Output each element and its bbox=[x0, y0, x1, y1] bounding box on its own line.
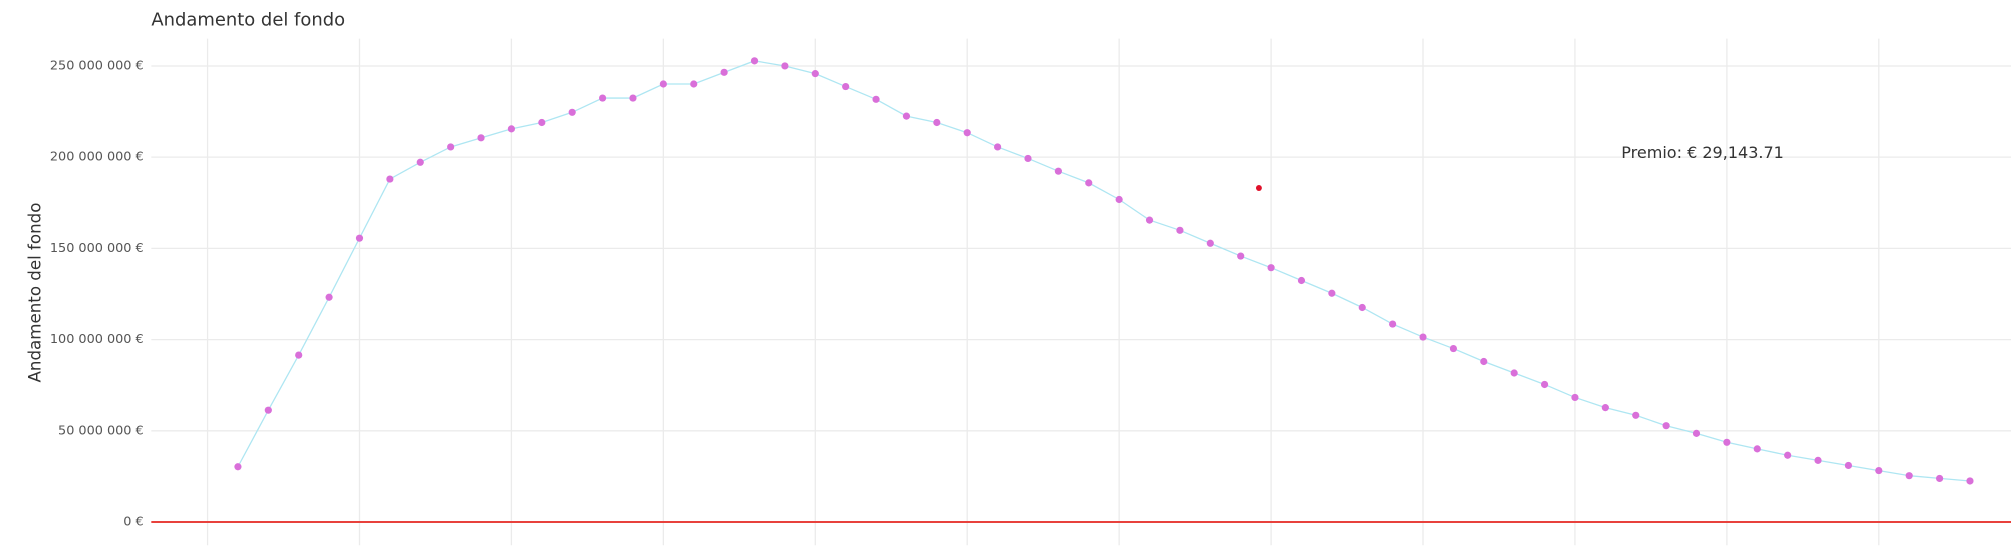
data-point bbox=[598, 94, 607, 102]
data-point bbox=[447, 143, 455, 151]
data-point bbox=[1449, 344, 1457, 353]
data-point bbox=[1115, 195, 1123, 204]
data-point bbox=[1601, 404, 1609, 412]
data-point bbox=[781, 62, 789, 70]
data-point bbox=[295, 351, 303, 359]
data-point bbox=[1905, 472, 1913, 480]
data-point bbox=[994, 143, 1002, 151]
data-point bbox=[1085, 179, 1093, 187]
highlight-point bbox=[1255, 185, 1262, 191]
y-tick-label: 100 000 000 € bbox=[50, 332, 144, 347]
data-point bbox=[568, 108, 576, 116]
y-axis-label: Andamento del fondo bbox=[25, 203, 44, 383]
y-tick-label: 0 € bbox=[123, 515, 143, 530]
data-point bbox=[1936, 474, 1944, 483]
data-point bbox=[1540, 380, 1549, 389]
chart-title: Andamento del fondo bbox=[151, 10, 345, 31]
data-point bbox=[1784, 451, 1792, 459]
data-point bbox=[1480, 357, 1488, 366]
data-point bbox=[1297, 276, 1306, 285]
data-point bbox=[1145, 216, 1154, 224]
y-tick-label: 250 000 000 € bbox=[50, 58, 144, 73]
data-point bbox=[933, 118, 941, 127]
data-point bbox=[1844, 461, 1853, 470]
data-point bbox=[1176, 226, 1184, 234]
data-point bbox=[872, 95, 880, 103]
y-tick-label: 200 000 000 € bbox=[50, 150, 144, 165]
y-tick-label: 50 000 000 € bbox=[58, 423, 144, 438]
data-point bbox=[902, 112, 911, 120]
data-point bbox=[1692, 429, 1701, 437]
data-point bbox=[1328, 289, 1336, 297]
data-point bbox=[1419, 333, 1427, 341]
data-point bbox=[1753, 445, 1761, 453]
data-point bbox=[629, 94, 637, 102]
data-point bbox=[1723, 438, 1731, 446]
data-point bbox=[842, 82, 850, 91]
data-point bbox=[1966, 477, 1974, 485]
data-point bbox=[1662, 422, 1670, 430]
data-point bbox=[264, 406, 272, 414]
data-point bbox=[416, 158, 424, 166]
data-point bbox=[1632, 411, 1640, 419]
data-point bbox=[386, 175, 394, 183]
data-point bbox=[325, 293, 333, 301]
data-point bbox=[477, 134, 485, 142]
data-point bbox=[963, 129, 971, 137]
data-point bbox=[1875, 466, 1883, 475]
data-point bbox=[750, 57, 759, 65]
data-point bbox=[1389, 320, 1397, 328]
data-point bbox=[1237, 252, 1245, 260]
data-point bbox=[1358, 303, 1366, 312]
data-point bbox=[1054, 167, 1062, 175]
data-point bbox=[538, 118, 546, 127]
data-point bbox=[234, 463, 242, 471]
data-point bbox=[1510, 369, 1518, 377]
data-point bbox=[1571, 393, 1579, 402]
data-point bbox=[811, 70, 819, 78]
data-point bbox=[1267, 264, 1275, 272]
data-point bbox=[355, 234, 364, 242]
annotation: Premio: € 29,143.71 bbox=[1621, 143, 1784, 162]
data-point bbox=[1814, 456, 1822, 464]
data-point bbox=[720, 68, 728, 76]
data-point bbox=[659, 80, 667, 88]
data-point bbox=[507, 125, 516, 133]
y-tick-label: 150 000 000 € bbox=[50, 241, 144, 256]
data-point bbox=[1206, 239, 1214, 247]
series-line bbox=[237, 60, 1971, 482]
data-point bbox=[690, 80, 698, 88]
data-point bbox=[1024, 154, 1032, 163]
